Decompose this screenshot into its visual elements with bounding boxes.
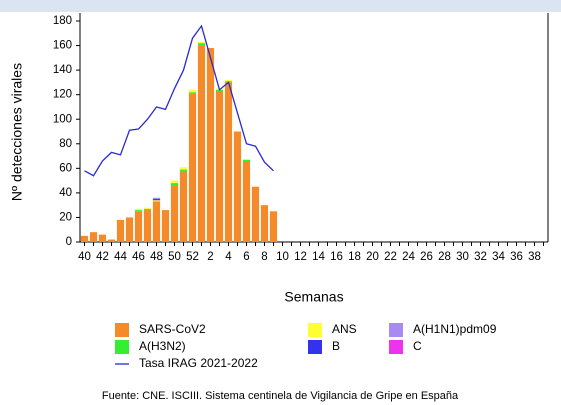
x-tick-label: 6 [243, 251, 249, 263]
bar-segment [224, 82, 233, 242]
bar-segment [197, 43, 206, 46]
legend-swatch [389, 323, 403, 337]
bar-segment [152, 201, 161, 242]
bar-segment [152, 197, 161, 200]
y-tick-label: 20 [59, 211, 72, 223]
bar-segment [143, 207, 152, 209]
legend-label: B [332, 339, 340, 353]
bar-segment [242, 159, 251, 161]
bar-segment [188, 89, 197, 93]
top-band [0, 0, 561, 12]
bar-segment [98, 234, 107, 242]
bar-segment [152, 200, 161, 202]
y-tick-label: 120 [53, 89, 72, 101]
source: Fuente: CNE. ISCIII. Sistema centinela d… [102, 390, 459, 402]
bar-segment [134, 210, 143, 212]
legend-label: A(H1N1)pdm09 [413, 322, 497, 336]
legend-swatch [115, 323, 129, 337]
x-tick-label: 20 [366, 251, 379, 263]
x-tick-label: 28 [438, 251, 451, 263]
x-tick-label: 36 [510, 251, 523, 263]
x-tick-label: 32 [474, 251, 487, 263]
legend-label: SARS-CoV2 [139, 322, 206, 336]
x-tick-label: 12 [294, 251, 307, 263]
x-tick-label: 34 [492, 251, 505, 263]
bar-segment [206, 48, 215, 243]
bar-segment [188, 93, 197, 242]
bar-segment [152, 199, 161, 201]
y-tick-label: 60 [59, 162, 72, 174]
y-tick-label: 140 [53, 64, 72, 76]
bar-segment [107, 239, 116, 242]
legend-label: C [413, 339, 422, 353]
y-tick-label: 80 [59, 138, 72, 150]
x-tick-label: 48 [150, 251, 163, 263]
bar-segment [224, 79, 233, 82]
legend-label: Tasa IRAG 2021-2022 [139, 356, 258, 370]
legend-swatch [308, 323, 322, 337]
x-tick-label: 52 [186, 251, 199, 263]
x-tick-label: 18 [348, 251, 361, 263]
bar-segment [170, 185, 179, 242]
x-tick-label: 16 [330, 251, 343, 263]
x-tick-label: 50 [168, 251, 181, 263]
legend-label: ANS [332, 322, 357, 336]
legend-swatch [115, 340, 129, 354]
x-axis-label: Semanas [284, 289, 343, 305]
bar-segment [188, 92, 197, 94]
x-tick-label: 42 [96, 251, 109, 263]
line [84, 24, 274, 177]
legend-label: A(H3N2) [139, 339, 186, 353]
bar-segment [242, 160, 251, 242]
x-tick-label: 40 [78, 251, 91, 263]
bar-segment [125, 217, 134, 242]
x-tick-label: 4 [225, 251, 232, 263]
bar-segment [170, 183, 179, 186]
y-tick-label: 180 [53, 15, 72, 27]
x-tick-label: 38 [528, 251, 541, 263]
x-tick-label: 46 [132, 251, 145, 263]
bar-segment [89, 232, 98, 242]
bar-segment [170, 180, 179, 184]
y-axis-label: Nº detecciones virales [9, 63, 25, 201]
x-tick-label: 10 [276, 251, 289, 263]
y-tick-label: 0 [66, 236, 72, 248]
x-tick-label: 44 [114, 251, 127, 263]
y-tick-label: 40 [59, 187, 72, 199]
y-tick-label: 100 [53, 113, 72, 125]
bar-segment [215, 90, 224, 242]
bar-segment [197, 41, 206, 44]
bar-segment [143, 208, 152, 211]
bar-segment [260, 205, 269, 242]
bar-segment [143, 210, 152, 242]
bar-segment [179, 172, 188, 242]
bar-segment [179, 169, 188, 173]
x-tick-label: 24 [402, 251, 415, 263]
bar-segment [134, 211, 143, 242]
bar-segment [197, 45, 206, 242]
x-tick-label: 26 [420, 251, 433, 263]
x-tick-label: 30 [456, 251, 469, 263]
bar-segment [116, 219, 125, 242]
x-tick-label: 14 [312, 251, 325, 263]
bar-segment [269, 211, 278, 242]
x-tick-label: 2 [207, 251, 213, 263]
bar-segment [233, 131, 242, 242]
x-tick-label: 22 [384, 251, 397, 263]
legend-swatch [389, 340, 403, 354]
bar-segment [179, 167, 188, 170]
bar-segment [80, 235, 89, 242]
legend-swatch [308, 340, 322, 354]
x-tick-label: 8 [261, 251, 267, 263]
y-tick-label: 160 [53, 40, 72, 52]
bar-segment [161, 210, 170, 242]
bar-segment [134, 208, 143, 211]
bar-segment [251, 186, 260, 242]
